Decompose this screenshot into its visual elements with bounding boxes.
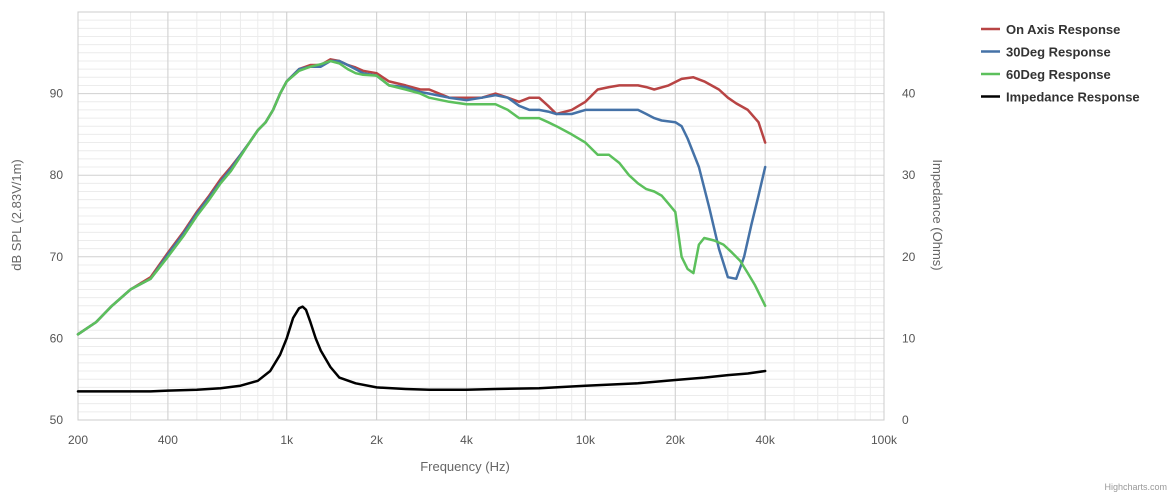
- legend-label: 60Deg Response: [1006, 67, 1111, 82]
- y-tick-label: 50: [50, 413, 64, 427]
- x-axis-tick-labels: 200 400 1k 2k 4k 10k 20k 40k 100k: [68, 433, 898, 447]
- series-line-impedance-response[interactable]: [76, 305, 767, 393]
- y-tick-label: 80: [50, 168, 64, 182]
- legend-item-impedance-response[interactable]: Impedance Response: [981, 90, 1140, 105]
- y2-tick-label: 40: [902, 87, 916, 101]
- legend-item-30deg-response[interactable]: 30Deg Response: [981, 45, 1111, 60]
- y2-axis-title: Impedance (Ohms): [930, 159, 945, 270]
- legend-label: Impedance Response: [1006, 90, 1140, 105]
- series-lines: [76, 58, 767, 393]
- x-tick-label: 2k: [370, 433, 384, 447]
- plot-area-frame: [77, 11, 885, 421]
- x-tick-label: 20k: [666, 433, 686, 447]
- y-tick-label: 90: [50, 87, 64, 101]
- x-tick-label: 200: [68, 433, 88, 447]
- y2-tick-label: 10: [902, 331, 916, 345]
- x-tick-label: 40k: [755, 433, 775, 447]
- highcharts-credit[interactable]: Highcharts.com: [1104, 482, 1167, 492]
- y2-tick-label: 0: [902, 413, 909, 427]
- x-tick-label: 1k: [280, 433, 294, 447]
- y-axis-tick-labels: 50 60 70 80 90: [50, 87, 64, 427]
- legend-label: 30Deg Response: [1006, 45, 1111, 60]
- legend: On Axis Response 30Deg Response 60Deg Resp…: [981, 22, 1140, 105]
- x-tick-label: 4k: [460, 433, 474, 447]
- legend-item-on-axis-response[interactable]: On Axis Response: [981, 22, 1120, 37]
- y2-tick-label: 20: [902, 250, 916, 264]
- series-line-60deg-response[interactable]: [76, 59, 767, 336]
- y2-axis-tick-labels: 0 10 20 30 40: [902, 87, 916, 427]
- legend-label: On Axis Response: [1006, 22, 1120, 37]
- y2-tick-label: 30: [902, 168, 916, 182]
- y-tick-label: 60: [50, 331, 64, 345]
- x-tick-label: 10k: [576, 433, 596, 447]
- x-axis-title: Frequency (Hz): [420, 459, 510, 474]
- legend-item-60deg-response[interactable]: 60Deg Response: [981, 67, 1111, 82]
- y-tick-label: 70: [50, 250, 64, 264]
- y-axis-title: dB SPL (2.83V/1m): [9, 159, 24, 271]
- x-tick-label: 400: [158, 433, 178, 447]
- x-tick-label: 100k: [871, 433, 898, 447]
